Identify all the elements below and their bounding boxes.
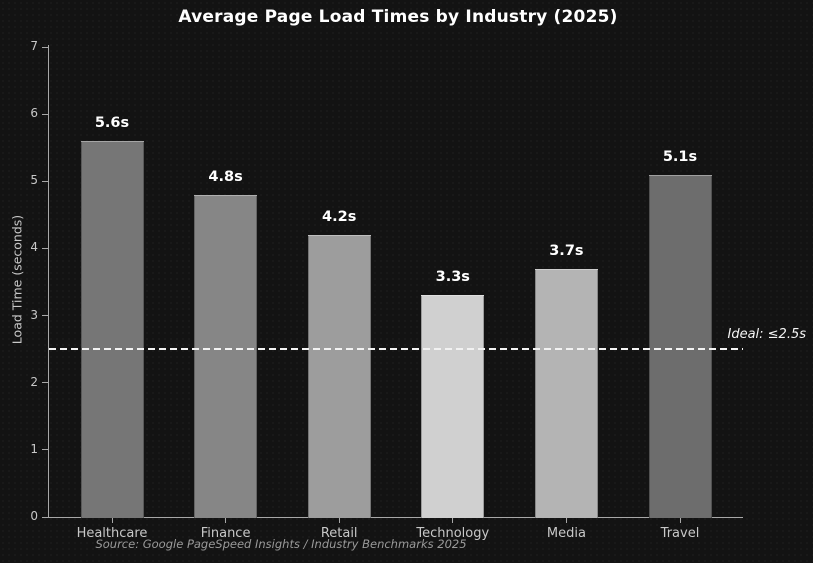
bar-retail [307,235,371,518]
ideal-reference-label: Ideal: ≤2.5s [727,327,806,343]
bar-media [534,268,598,518]
x-tick-mark [225,518,227,523]
x-tick-label-travel: Travel [660,526,700,541]
bar-finance [194,194,258,518]
y-tick-mark [42,180,48,182]
x-tick-mark [679,518,681,523]
x-tick-label-retail: Retail [320,526,358,541]
y-axis-label: Load Time (seconds) [9,214,25,345]
bar-value-label: 3.7s [549,242,584,259]
bar-technology [421,295,485,518]
x-tick-mark [565,518,567,523]
y-tick-mark [42,113,48,115]
y-tick-label: 1 [30,441,38,456]
y-tick-mark [42,247,48,249]
bar-value-label: 5.1s [662,148,698,165]
ideal-reference-line [49,348,743,351]
x-axis-spine [48,517,743,518]
y-tick-label: 3 [30,307,38,322]
bar-value-label: 3.3s [435,269,470,286]
y-axis-spine [48,45,49,518]
y-tick-mark [42,315,48,317]
bar-value-label: 4.2s [322,209,357,225]
y-tick-label: 0 [30,509,38,523]
y-tick-label: 2 [30,374,38,389]
plot-area: 0 1 2 3 4 5 6 7 5.6s 4.8s 4.2s 3.3s 3.7s 5.1s Health… [30,39,806,541]
y-tick-label: 6 [30,106,38,121]
x-tick-mark [111,518,113,523]
chart-title: Average Page Load Times by Industry (202… [178,7,618,27]
x-tick-label-technology: Technology [416,526,490,541]
x-tick-label-finance: Finance [200,526,251,541]
bar-healthcare [80,141,144,518]
bar-value-label: 4.8s [208,168,243,185]
source-note: Source: Google PageSpeed Insights / Indu… [95,537,467,551]
x-tick-label-healthcare: Healthcare [76,526,148,541]
bar-travel [648,174,712,518]
y-tick-label: 4 [30,240,38,255]
x-tick-mark [452,518,454,523]
bar-value-label: 5.6s [94,115,130,131]
y-tick-label: 5 [30,173,38,188]
y-tick-mark [42,46,48,48]
y-tick-mark [42,449,48,451]
y-tick-label: 7 [30,39,38,53]
y-tick-mark [42,516,48,518]
x-tick-label-media: Media [546,526,586,541]
x-tick-mark [338,518,340,523]
y-tick-mark [42,382,48,384]
